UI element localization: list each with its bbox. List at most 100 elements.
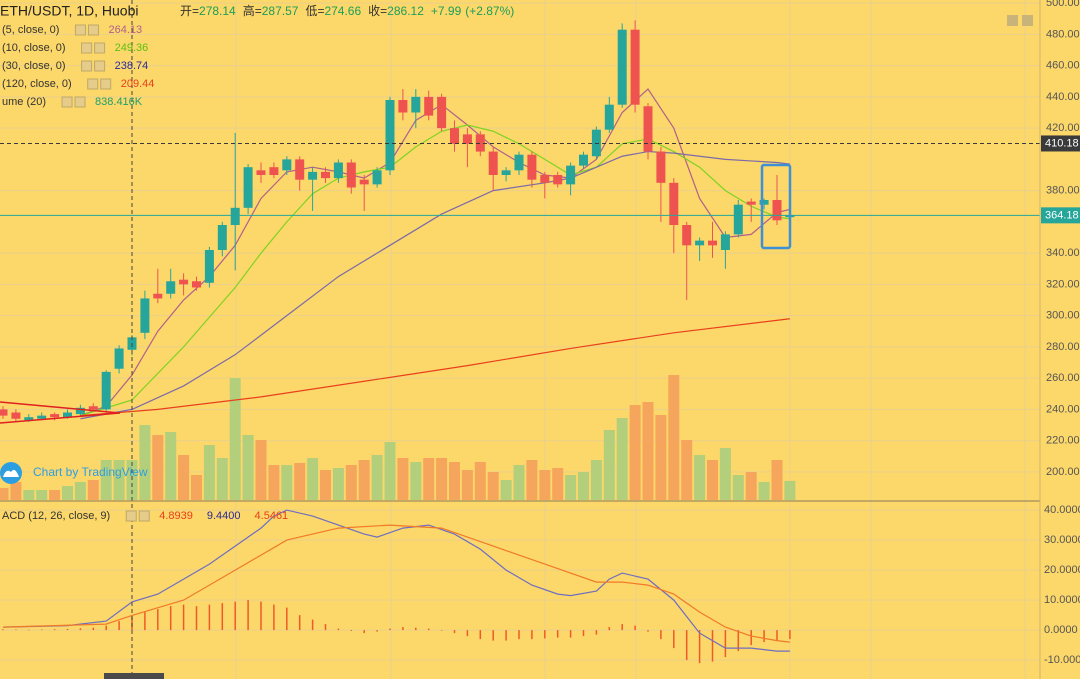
chart-title: ETH/USDT, 1D, Huobi	[0, 3, 138, 19]
legend-icon[interactable]	[138, 510, 150, 522]
y-tick-label: 280.00	[1046, 341, 1080, 353]
toolbar-icon[interactable]	[1022, 15, 1033, 26]
legend-value: 4.8939	[159, 510, 193, 522]
volume-bar	[668, 375, 680, 500]
candle-body	[256, 170, 266, 175]
volume-bar	[474, 462, 486, 500]
candle-body	[63, 412, 72, 418]
legend-icon[interactable]	[81, 60, 93, 72]
candle-body	[243, 167, 253, 208]
candle-body	[372, 170, 382, 185]
macd-histogram-bar	[453, 630, 456, 634]
volume-bar	[526, 460, 538, 500]
macd-histogram-bar	[647, 630, 649, 632]
moving-average-line	[80, 318, 790, 417]
volume-bar	[603, 430, 615, 500]
candle-body	[437, 96, 447, 129]
legend-icon[interactable]	[74, 96, 86, 108]
legend-icon[interactable]	[87, 24, 99, 36]
volume-bar	[178, 455, 190, 500]
volume-bar	[578, 472, 589, 500]
volume-bar	[758, 482, 770, 500]
candle-body	[617, 29, 627, 105]
macd-histogram-bar	[440, 630, 443, 631]
volume-bar	[0, 488, 9, 500]
candle-body	[424, 96, 434, 116]
candle-body	[11, 412, 21, 419]
legend-value: 264.13	[108, 24, 142, 36]
volume-bar	[707, 460, 718, 500]
candle-body	[346, 162, 356, 188]
legend-icon[interactable]	[74, 24, 86, 36]
candle-body	[501, 170, 511, 175]
watermark-text: Chart by TradingView	[33, 465, 148, 479]
price-badge-label: 410.18	[1045, 137, 1079, 149]
volume-bar	[229, 378, 241, 500]
macd-histogram-bar	[582, 630, 585, 637]
legend-icon[interactable]	[125, 510, 137, 522]
legend-value: 4.5461	[255, 510, 289, 522]
macd-histogram-bar	[711, 630, 714, 662]
candle-body	[333, 162, 343, 179]
volume-bar	[23, 490, 35, 500]
macd-histogram-bar	[776, 630, 778, 641]
macd-histogram-bar	[208, 604, 211, 631]
volume-bar	[294, 463, 306, 500]
macd-histogram-bar	[92, 627, 95, 631]
macd-histogram-bar	[673, 630, 675, 649]
candle-body	[204, 250, 214, 283]
candle-body	[411, 96, 421, 113]
macd-histogram-bar	[221, 603, 224, 631]
header-field-label: 收=	[368, 4, 387, 18]
y-tick-label: 240.00	[1046, 403, 1080, 415]
macd-histogram-bar	[247, 600, 249, 631]
macd-histogram-bar	[518, 630, 520, 640]
legend-icon[interactable]	[94, 42, 106, 54]
macd-histogram-bar	[28, 629, 30, 631]
volume-bar	[320, 470, 331, 500]
macd-histogram-bar	[144, 612, 146, 631]
volume-bar	[487, 472, 499, 500]
volume-bar	[10, 482, 22, 500]
legend-icon[interactable]	[87, 78, 99, 90]
watermark-logo-cloud	[3, 469, 19, 477]
macd-histogram-bar	[505, 630, 507, 641]
volume-bar	[152, 435, 164, 500]
volume-bar	[165, 432, 177, 500]
triangle-drawing	[0, 401, 121, 424]
candle-body	[540, 175, 550, 183]
volume-bar	[281, 465, 293, 500]
volume-bar	[629, 405, 641, 500]
legend-icon[interactable]	[61, 96, 73, 108]
y-tick-label: 480.00	[1046, 28, 1080, 40]
macd-tick-label: 10.0000	[1044, 594, 1080, 606]
legend-name: (30, close, 0)	[2, 60, 66, 72]
macd-histogram-bar	[350, 630, 353, 631]
legend-icon[interactable]	[81, 42, 93, 54]
macd-histogram-bar	[234, 601, 236, 631]
macd-histogram-bar	[608, 627, 611, 631]
macd-histogram-bar	[66, 628, 69, 631]
volume-bar	[655, 415, 667, 500]
macd-histogram-bar	[492, 630, 494, 641]
volume-bar	[100, 460, 112, 500]
legend-icon[interactable]	[94, 60, 106, 72]
legend-icon[interactable]	[100, 78, 112, 90]
header-field-value: 278.14	[199, 4, 236, 18]
volume-bar	[784, 480, 796, 500]
volume-bar	[203, 445, 215, 500]
candle-body	[398, 100, 408, 113]
legend-value: 238.74	[115, 60, 149, 72]
macd-histogram-bar	[789, 630, 791, 640]
volume-bar	[410, 462, 422, 500]
header-field-label: 低=	[305, 4, 324, 18]
legend-name: (10, close, 0)	[2, 42, 66, 54]
toolbar-icon[interactable]	[1007, 15, 1018, 26]
candle-body	[643, 106, 653, 152]
legend-value: 209.44	[121, 78, 155, 90]
volume-bar	[49, 490, 61, 500]
legend-value: 249.36	[115, 42, 149, 54]
crosshair-date-box	[104, 673, 164, 679]
macd-histogram-bar	[556, 630, 559, 638]
candle-body	[566, 165, 576, 185]
